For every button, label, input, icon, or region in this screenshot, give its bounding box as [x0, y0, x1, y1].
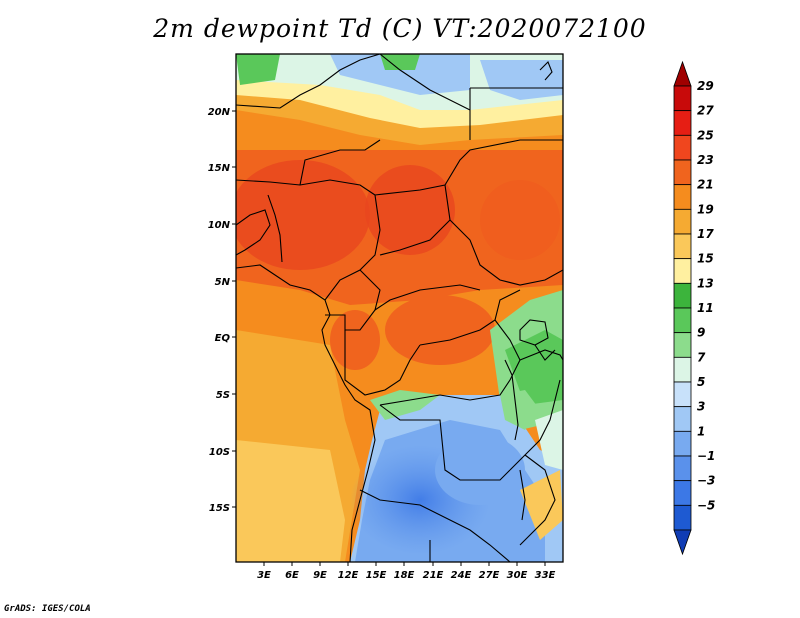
lon-label: 6E [285, 570, 299, 581]
colorbar-label: 19 [697, 202, 714, 216]
lon-label: 30E [507, 570, 528, 581]
lon-label: 9E [313, 570, 327, 581]
colorbar-label: 21 [697, 178, 714, 192]
colorbar-top-arrow [674, 62, 691, 86]
colorbar-segment [674, 160, 691, 185]
lat-label: 15N [208, 163, 231, 174]
colorbar-label: 29 [697, 79, 714, 93]
lat-label: 5S [216, 390, 230, 401]
colorbar-segment [674, 209, 691, 234]
lon-label: 27E [479, 570, 500, 581]
lat-label: 10N [208, 220, 231, 231]
lon-labels: 3E 6E 9E 12E 15E 18E 21E 24E 27E 30E 33E [257, 570, 555, 581]
colorbar-segment [674, 111, 691, 136]
lon-label: 3E [257, 570, 271, 581]
colorbar-label: 13 [697, 276, 714, 290]
colorbar-label: −1 [697, 449, 715, 463]
colorbar-label: 11 [697, 301, 714, 315]
colorbar-segment [674, 357, 691, 382]
colorbar-segment [674, 259, 691, 284]
lon-label: 21E [423, 570, 444, 581]
colorbar-segment [674, 505, 691, 530]
lat-label: 15S [209, 503, 230, 514]
lat-label: EQ [215, 333, 231, 344]
colorbar-segment [674, 135, 691, 160]
lat-label: 5N [215, 277, 231, 288]
colorbar-label: 1 [697, 424, 705, 438]
grads-credit: GrADS: IGES/COLA [4, 604, 91, 614]
colorbar-segment [674, 333, 691, 358]
colorbar-segment [674, 456, 691, 481]
colorbar-segment [674, 234, 691, 259]
colorbar-label: −5 [697, 498, 715, 512]
colorbar-label: 5 [697, 375, 705, 389]
colorbar-label: 7 [697, 350, 706, 364]
colorbar-segment [674, 86, 691, 111]
colorbar-label: 15 [697, 252, 714, 266]
colorbar: 29 27 25 23 21 19 17 15 13 11 9 7 5 3 1 −1 −3 −5 [674, 62, 715, 554]
map-field [230, 54, 563, 562]
colorbar-label: 25 [697, 128, 714, 142]
lon-label: 15E [366, 570, 387, 581]
lat-label: 20N [208, 107, 231, 118]
lat-labels: 20N 15N 10N 5N EQ 5S 10S 15S [208, 107, 231, 514]
colorbar-segment [674, 431, 691, 456]
colorbar-segment [674, 481, 691, 506]
colorbar-label: 27 [697, 104, 714, 118]
colorbar-segment [674, 283, 691, 308]
dewpoint-map: 20N 15N 10N 5N EQ 5S 10S 15S 3E 6E 9E 12… [0, 0, 800, 618]
colorbar-bottom-arrow [674, 530, 691, 554]
colorbar-label: 3 [697, 400, 705, 414]
lon-label: 33E [535, 570, 556, 581]
colorbar-segment [674, 407, 691, 432]
lon-label: 18E [394, 570, 415, 581]
colorbar-label: 9 [697, 326, 705, 340]
colorbar-label: −3 [697, 474, 715, 488]
lat-label: 10S [209, 447, 230, 458]
lon-label: 12E [338, 570, 359, 581]
colorbar-segment [674, 185, 691, 210]
colorbar-segment [674, 382, 691, 407]
colorbar-segment [674, 308, 691, 333]
colorbar-label: 17 [697, 227, 714, 241]
lon-label: 24E [451, 570, 472, 581]
colorbar-label: 23 [697, 153, 714, 167]
